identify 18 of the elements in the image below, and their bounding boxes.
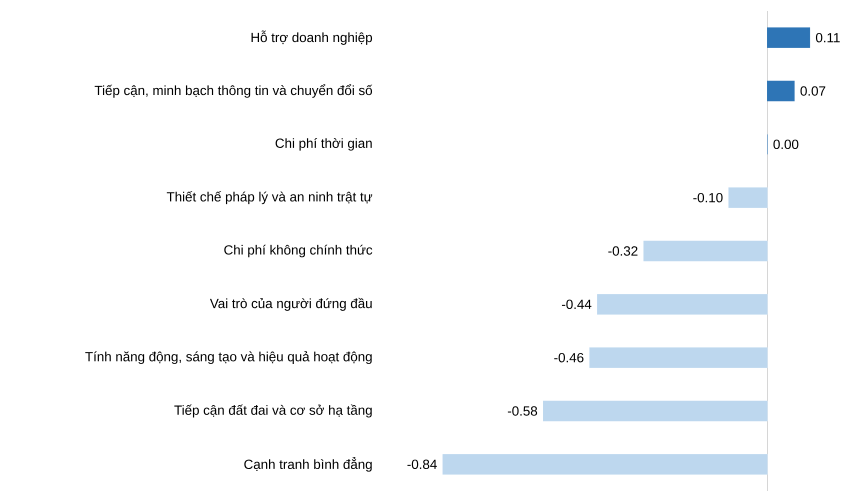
data-label: -0.46 bbox=[554, 352, 584, 362]
data-label: 0.07 bbox=[800, 86, 826, 96]
data-label: 0.00 bbox=[773, 140, 798, 150]
data-label: 0.11 bbox=[816, 32, 840, 42]
data-label: -0.44 bbox=[562, 300, 592, 310]
y-tick-label: Chi phí không chính thức bbox=[224, 244, 372, 258]
y-tick-label: Tính năng động, sáng tạo và hiệu quả hoạt động bbox=[85, 351, 372, 364]
data-label: -0.58 bbox=[508, 406, 538, 416]
data-label: -0.84 bbox=[407, 460, 437, 470]
y-tick-label: Chi phí thời gian bbox=[276, 138, 372, 151]
y-tick-label: Hỗ trợ doanh nghiệp bbox=[252, 30, 372, 45]
data-label: -0.10 bbox=[693, 192, 723, 202]
y-tick-label: Tiếp cận đất đai và cơ sở hạ tầng bbox=[174, 404, 372, 418]
y-tick-label: Cạnh tranh bình đẳng bbox=[244, 456, 372, 472]
y-tick-label: Vai trò của người đứng đầu bbox=[210, 298, 372, 311]
y-tick-label: Thiết chế pháp lý và an ninh trật tự bbox=[166, 191, 372, 204]
data-label: -0.32 bbox=[608, 246, 638, 256]
y-tick-label: Tiếp cận, minh bạch thông tin và chuyển đổi số bbox=[94, 84, 372, 98]
